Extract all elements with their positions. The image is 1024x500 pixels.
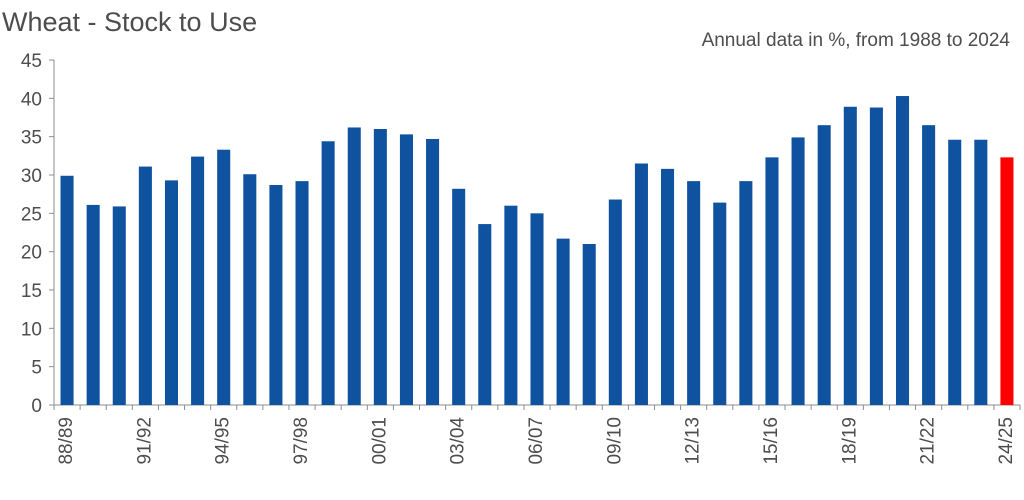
bar-99-00 — [347, 127, 361, 405]
x-tick-label: 15/16 — [761, 417, 782, 465]
x-tick-label: 21/22 — [918, 417, 939, 465]
y-tick-label: 40 — [21, 89, 42, 110]
bar-22-23 — [948, 139, 962, 406]
y-tick-label: 45 — [21, 51, 42, 72]
bar-98-99 — [321, 141, 335, 405]
bar-20-21 — [895, 96, 910, 405]
bar-93-94 — [191, 156, 205, 405]
bar-24-25 — [1000, 157, 1014, 405]
bar-89-90 — [86, 204, 100, 405]
y-tick-label: 10 — [21, 319, 42, 340]
bar-96-97 — [269, 184, 283, 405]
bar-03-04 — [452, 188, 466, 405]
x-tick-label: 12/13 — [683, 417, 704, 465]
bar-21-22 — [922, 125, 936, 406]
bar-14-15 — [739, 181, 753, 405]
bar-00-01 — [373, 129, 387, 405]
bar-94-95 — [217, 149, 231, 405]
bar-97-98 — [295, 181, 309, 405]
bar-01-02 — [399, 134, 413, 405]
y-tick-label: 30 — [21, 166, 42, 187]
bar-92-93 — [164, 180, 179, 405]
x-tick-label: 06/07 — [526, 417, 547, 465]
bar-05-06 — [504, 205, 518, 405]
bar-02-03 — [426, 138, 440, 405]
bar-13-14 — [713, 202, 727, 405]
y-tick-label: 0 — [31, 396, 42, 417]
bar-04-05 — [478, 224, 492, 405]
x-tick-label: 03/04 — [448, 417, 469, 465]
bar-91-92 — [138, 166, 152, 405]
chart-subtitle: Annual data in %, from 1988 to 2024 — [702, 30, 1011, 51]
bar-08-09 — [582, 244, 596, 405]
bar-19-20 — [869, 107, 883, 405]
x-tick-label: 88/89 — [56, 417, 77, 465]
bar-95-96 — [243, 174, 257, 405]
x-tick-label: 91/92 — [134, 417, 155, 465]
x-tick-label: 09/10 — [604, 417, 625, 465]
x-tick-label: 97/98 — [291, 417, 312, 465]
y-tick-label: 15 — [21, 281, 42, 302]
y-tick-label: 20 — [21, 243, 42, 264]
bar-18-19 — [843, 106, 857, 406]
bar-10-11 — [634, 163, 648, 405]
y-axis: 0 5 10 15 20 25 30 35 40 45 — [21, 51, 55, 417]
x-tick-label: 18/19 — [839, 417, 860, 465]
bar-90-91 — [112, 206, 126, 405]
y-tick-label: 25 — [21, 204, 42, 225]
bar-23-24 — [974, 139, 988, 406]
y-tick-label: 5 — [31, 358, 42, 379]
bar-07-08 — [556, 238, 570, 405]
y-tick-label: 35 — [21, 128, 42, 149]
bar-09-10 — [608, 199, 622, 405]
bar-16-17 — [791, 137, 805, 405]
bar-88-89 — [60, 175, 74, 405]
bar-11-12 — [661, 168, 675, 405]
bar-15-16 — [765, 157, 779, 405]
bars — [60, 96, 1014, 406]
x-tick-label: 94/95 — [213, 417, 234, 465]
x-axis: 88/89 91/92 94/95 97/98 00/01 03/04 06/07 09/10… — [53, 404, 1021, 465]
x-tick-label: 24/25 — [996, 417, 1017, 465]
bar-17-18 — [817, 125, 831, 406]
chart-title: Wheat - Stock to Use — [2, 7, 257, 37]
x-tick-label: 00/01 — [369, 417, 390, 465]
bar-12-13 — [687, 181, 701, 405]
bar-06-07 — [530, 213, 544, 405]
